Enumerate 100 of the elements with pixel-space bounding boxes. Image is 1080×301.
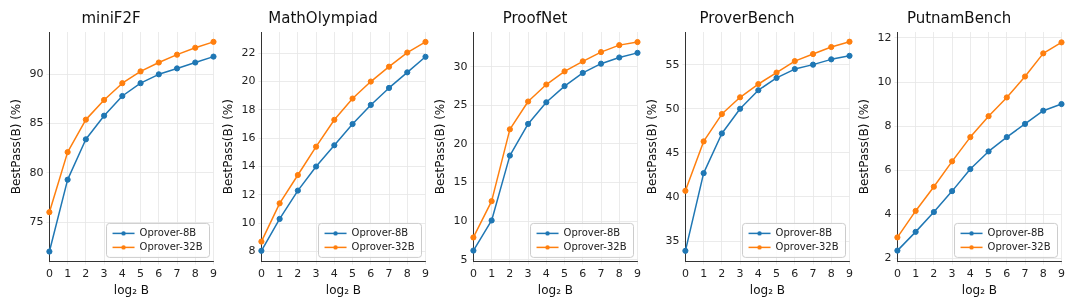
x-tick-label: 9 [846, 266, 853, 280]
x-tick-label: 0 [45, 266, 53, 280]
x-tick-label: 0 [257, 266, 265, 280]
x-tick-label: 8 [827, 266, 835, 280]
x-tick-label: 4 [754, 266, 762, 280]
x-tick-label: 7 [809, 266, 817, 280]
y-tick-label: 80 [29, 165, 44, 179]
chart-title: ProverBench [699, 8, 795, 27]
y-tick-label: 12 [241, 187, 256, 201]
x-tick-label: 4 [330, 266, 338, 280]
y-tick-label: 35 [665, 233, 680, 247]
x-axis-title: log₂ B [325, 282, 362, 297]
x-tick-label: 6 [155, 266, 163, 280]
y-tick-label: 16 [241, 131, 256, 145]
y-tick-label: 8 [248, 244, 256, 258]
y-tick-label: 40 [665, 189, 680, 203]
x-tick-label: 4 [118, 266, 126, 280]
y-tick-label: 10 [877, 74, 892, 88]
x-tick-label: 8 [615, 266, 623, 280]
y-tick-label: 6 [884, 163, 892, 177]
y-tick-label: 20 [453, 136, 468, 150]
legend-label: Oprover-8B [775, 226, 833, 238]
x-tick-label: 1 [700, 266, 708, 280]
x-axis-title: log₂ B [537, 282, 574, 297]
y-tick-label: 30 [453, 59, 468, 73]
y-tick-label: 14 [241, 159, 256, 173]
legend-label: Oprover-32B [139, 240, 203, 252]
x-tick-label: 7 [1021, 266, 1029, 280]
y-tick-label: 20 [241, 74, 256, 88]
x-tick-label: 1 [912, 266, 920, 280]
y-tick-label: 4 [884, 207, 892, 221]
x-tick-label: 5 [349, 266, 357, 280]
x-tick-label: 7 [173, 266, 181, 280]
y-axis-title: BestPass(B) (%) [221, 99, 236, 195]
x-tick-label: 8 [191, 266, 199, 280]
legend-label: Oprover-32B [351, 240, 415, 252]
x-tick-label: 0 [893, 266, 901, 280]
y-tick-label: 25 [453, 98, 468, 112]
legend-label: Oprover-8B [987, 226, 1045, 238]
y-tick-label: 90 [29, 67, 44, 81]
x-tick-label: 5 [985, 266, 993, 280]
chart-title: ProofNet [502, 8, 568, 27]
x-axis-title: log₂ B [749, 282, 786, 297]
legend-label: Oprover-32B [775, 240, 839, 252]
y-axis-title: BestPass(B) (%) [9, 99, 24, 195]
y-tick-label: 12 [877, 30, 892, 44]
x-tick-label: 7 [385, 266, 393, 280]
y-tick-label: 18 [241, 102, 256, 116]
x-tick-label: 2 [294, 266, 302, 280]
x-tick-label: 9 [422, 266, 429, 280]
x-tick-label: 0 [469, 266, 477, 280]
legend-label: Oprover-8B [351, 226, 409, 238]
x-tick-label: 6 [579, 266, 587, 280]
y-tick-label: 55 [665, 57, 680, 71]
x-tick-label: 6 [367, 266, 375, 280]
y-axis-title: BestPass(B) (%) [857, 99, 872, 195]
y-tick-label: 8 [884, 118, 892, 132]
x-tick-label: 4 [542, 266, 550, 280]
x-tick-label: 8 [403, 266, 411, 280]
chart-title: PutnamBench [906, 8, 1012, 27]
y-axis-title: BestPass(B) (%) [645, 99, 660, 195]
y-tick-label: 75 [29, 214, 44, 228]
x-tick-label: 5 [137, 266, 145, 280]
x-tick-label: 4 [966, 266, 974, 280]
x-tick-label: 2 [506, 266, 514, 280]
x-tick-label: 9 [634, 266, 641, 280]
x-tick-label: 3 [948, 266, 956, 280]
legend-label: Oprover-8B [139, 226, 197, 238]
x-tick-label: 2 [82, 266, 90, 280]
y-tick-label: 10 [241, 216, 256, 230]
x-tick-label: 3 [312, 266, 320, 280]
y-tick-label: 22 [241, 46, 256, 60]
x-tick-label: 3 [100, 266, 108, 280]
x-tick-label: 7 [597, 266, 605, 280]
y-tick-label: 2 [884, 251, 892, 265]
x-tick-label: 6 [791, 266, 799, 280]
x-tick-label: 2 [718, 266, 726, 280]
legend-label: Oprover-32B [987, 240, 1051, 252]
chart-title: MathOlympiad [268, 8, 378, 27]
legend-label: Oprover-8B [563, 226, 621, 238]
x-tick-label: 8 [1039, 266, 1047, 280]
y-tick-label: 85 [29, 116, 44, 130]
x-tick-label: 3 [524, 266, 532, 280]
x-tick-label: 0 [681, 266, 689, 280]
x-tick-label: 6 [1003, 266, 1011, 280]
chart-title: miniF2F [81, 8, 141, 27]
y-tick-label: 50 [665, 101, 680, 115]
x-tick-label: 2 [930, 266, 938, 280]
y-tick-label: 10 [453, 214, 468, 228]
y-tick-label: 45 [665, 145, 680, 159]
legend-label: Oprover-32B [563, 240, 627, 252]
x-tick-label: 3 [736, 266, 744, 280]
x-tick-label: 9 [210, 266, 217, 280]
x-tick-label: 9 [1058, 266, 1065, 280]
x-axis-title: log₂ B [961, 282, 998, 297]
x-tick-label: 5 [561, 266, 569, 280]
y-axis-title: BestPass(B) (%) [433, 99, 448, 195]
y-tick-label: 15 [453, 175, 468, 189]
x-tick-label: 5 [773, 266, 781, 280]
x-tick-label: 1 [488, 266, 496, 280]
